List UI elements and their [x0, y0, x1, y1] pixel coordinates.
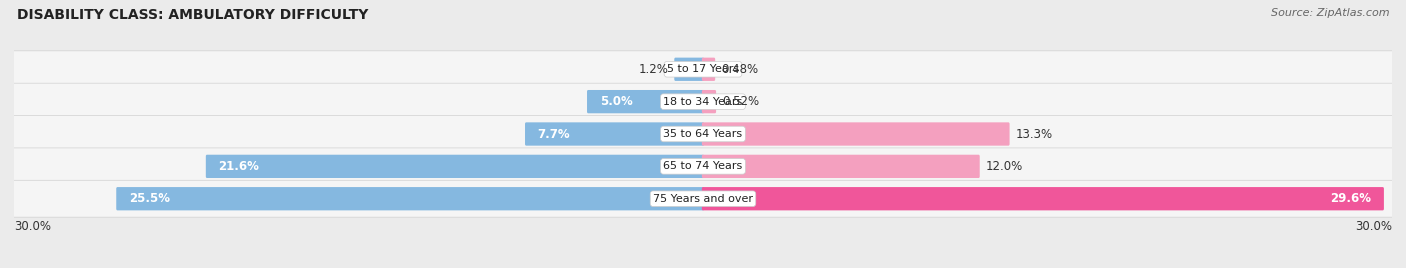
- Text: 65 to 74 Years: 65 to 74 Years: [664, 161, 742, 171]
- Text: 5 to 17 Years: 5 to 17 Years: [666, 64, 740, 74]
- Text: 30.0%: 30.0%: [14, 220, 51, 233]
- Text: 0.52%: 0.52%: [721, 95, 759, 108]
- FancyBboxPatch shape: [117, 187, 704, 210]
- FancyBboxPatch shape: [4, 83, 1402, 120]
- FancyBboxPatch shape: [702, 122, 1010, 146]
- Text: 29.6%: 29.6%: [1330, 192, 1371, 205]
- Text: 12.0%: 12.0%: [986, 160, 1022, 173]
- FancyBboxPatch shape: [588, 90, 704, 113]
- Text: DISABILITY CLASS: AMBULATORY DIFFICULTY: DISABILITY CLASS: AMBULATORY DIFFICULTY: [17, 8, 368, 22]
- Text: 13.3%: 13.3%: [1015, 128, 1053, 140]
- FancyBboxPatch shape: [702, 58, 716, 81]
- FancyBboxPatch shape: [702, 187, 1384, 210]
- Text: Source: ZipAtlas.com: Source: ZipAtlas.com: [1271, 8, 1389, 18]
- FancyBboxPatch shape: [4, 116, 1402, 152]
- Text: 7.7%: 7.7%: [537, 128, 571, 140]
- Text: 21.6%: 21.6%: [218, 160, 259, 173]
- FancyBboxPatch shape: [205, 155, 704, 178]
- FancyBboxPatch shape: [4, 51, 1402, 88]
- Text: 5.0%: 5.0%: [599, 95, 633, 108]
- FancyBboxPatch shape: [4, 180, 1402, 217]
- FancyBboxPatch shape: [524, 122, 704, 146]
- Text: 35 to 64 Years: 35 to 64 Years: [664, 129, 742, 139]
- FancyBboxPatch shape: [702, 90, 716, 113]
- Text: 30.0%: 30.0%: [1355, 220, 1392, 233]
- Text: 18 to 34 Years: 18 to 34 Years: [664, 97, 742, 107]
- FancyBboxPatch shape: [4, 148, 1402, 185]
- Text: 0.48%: 0.48%: [721, 63, 758, 76]
- Text: 75 Years and over: 75 Years and over: [652, 194, 754, 204]
- FancyBboxPatch shape: [675, 58, 704, 81]
- FancyBboxPatch shape: [702, 155, 980, 178]
- Text: 1.2%: 1.2%: [638, 63, 669, 76]
- Text: 25.5%: 25.5%: [129, 192, 170, 205]
